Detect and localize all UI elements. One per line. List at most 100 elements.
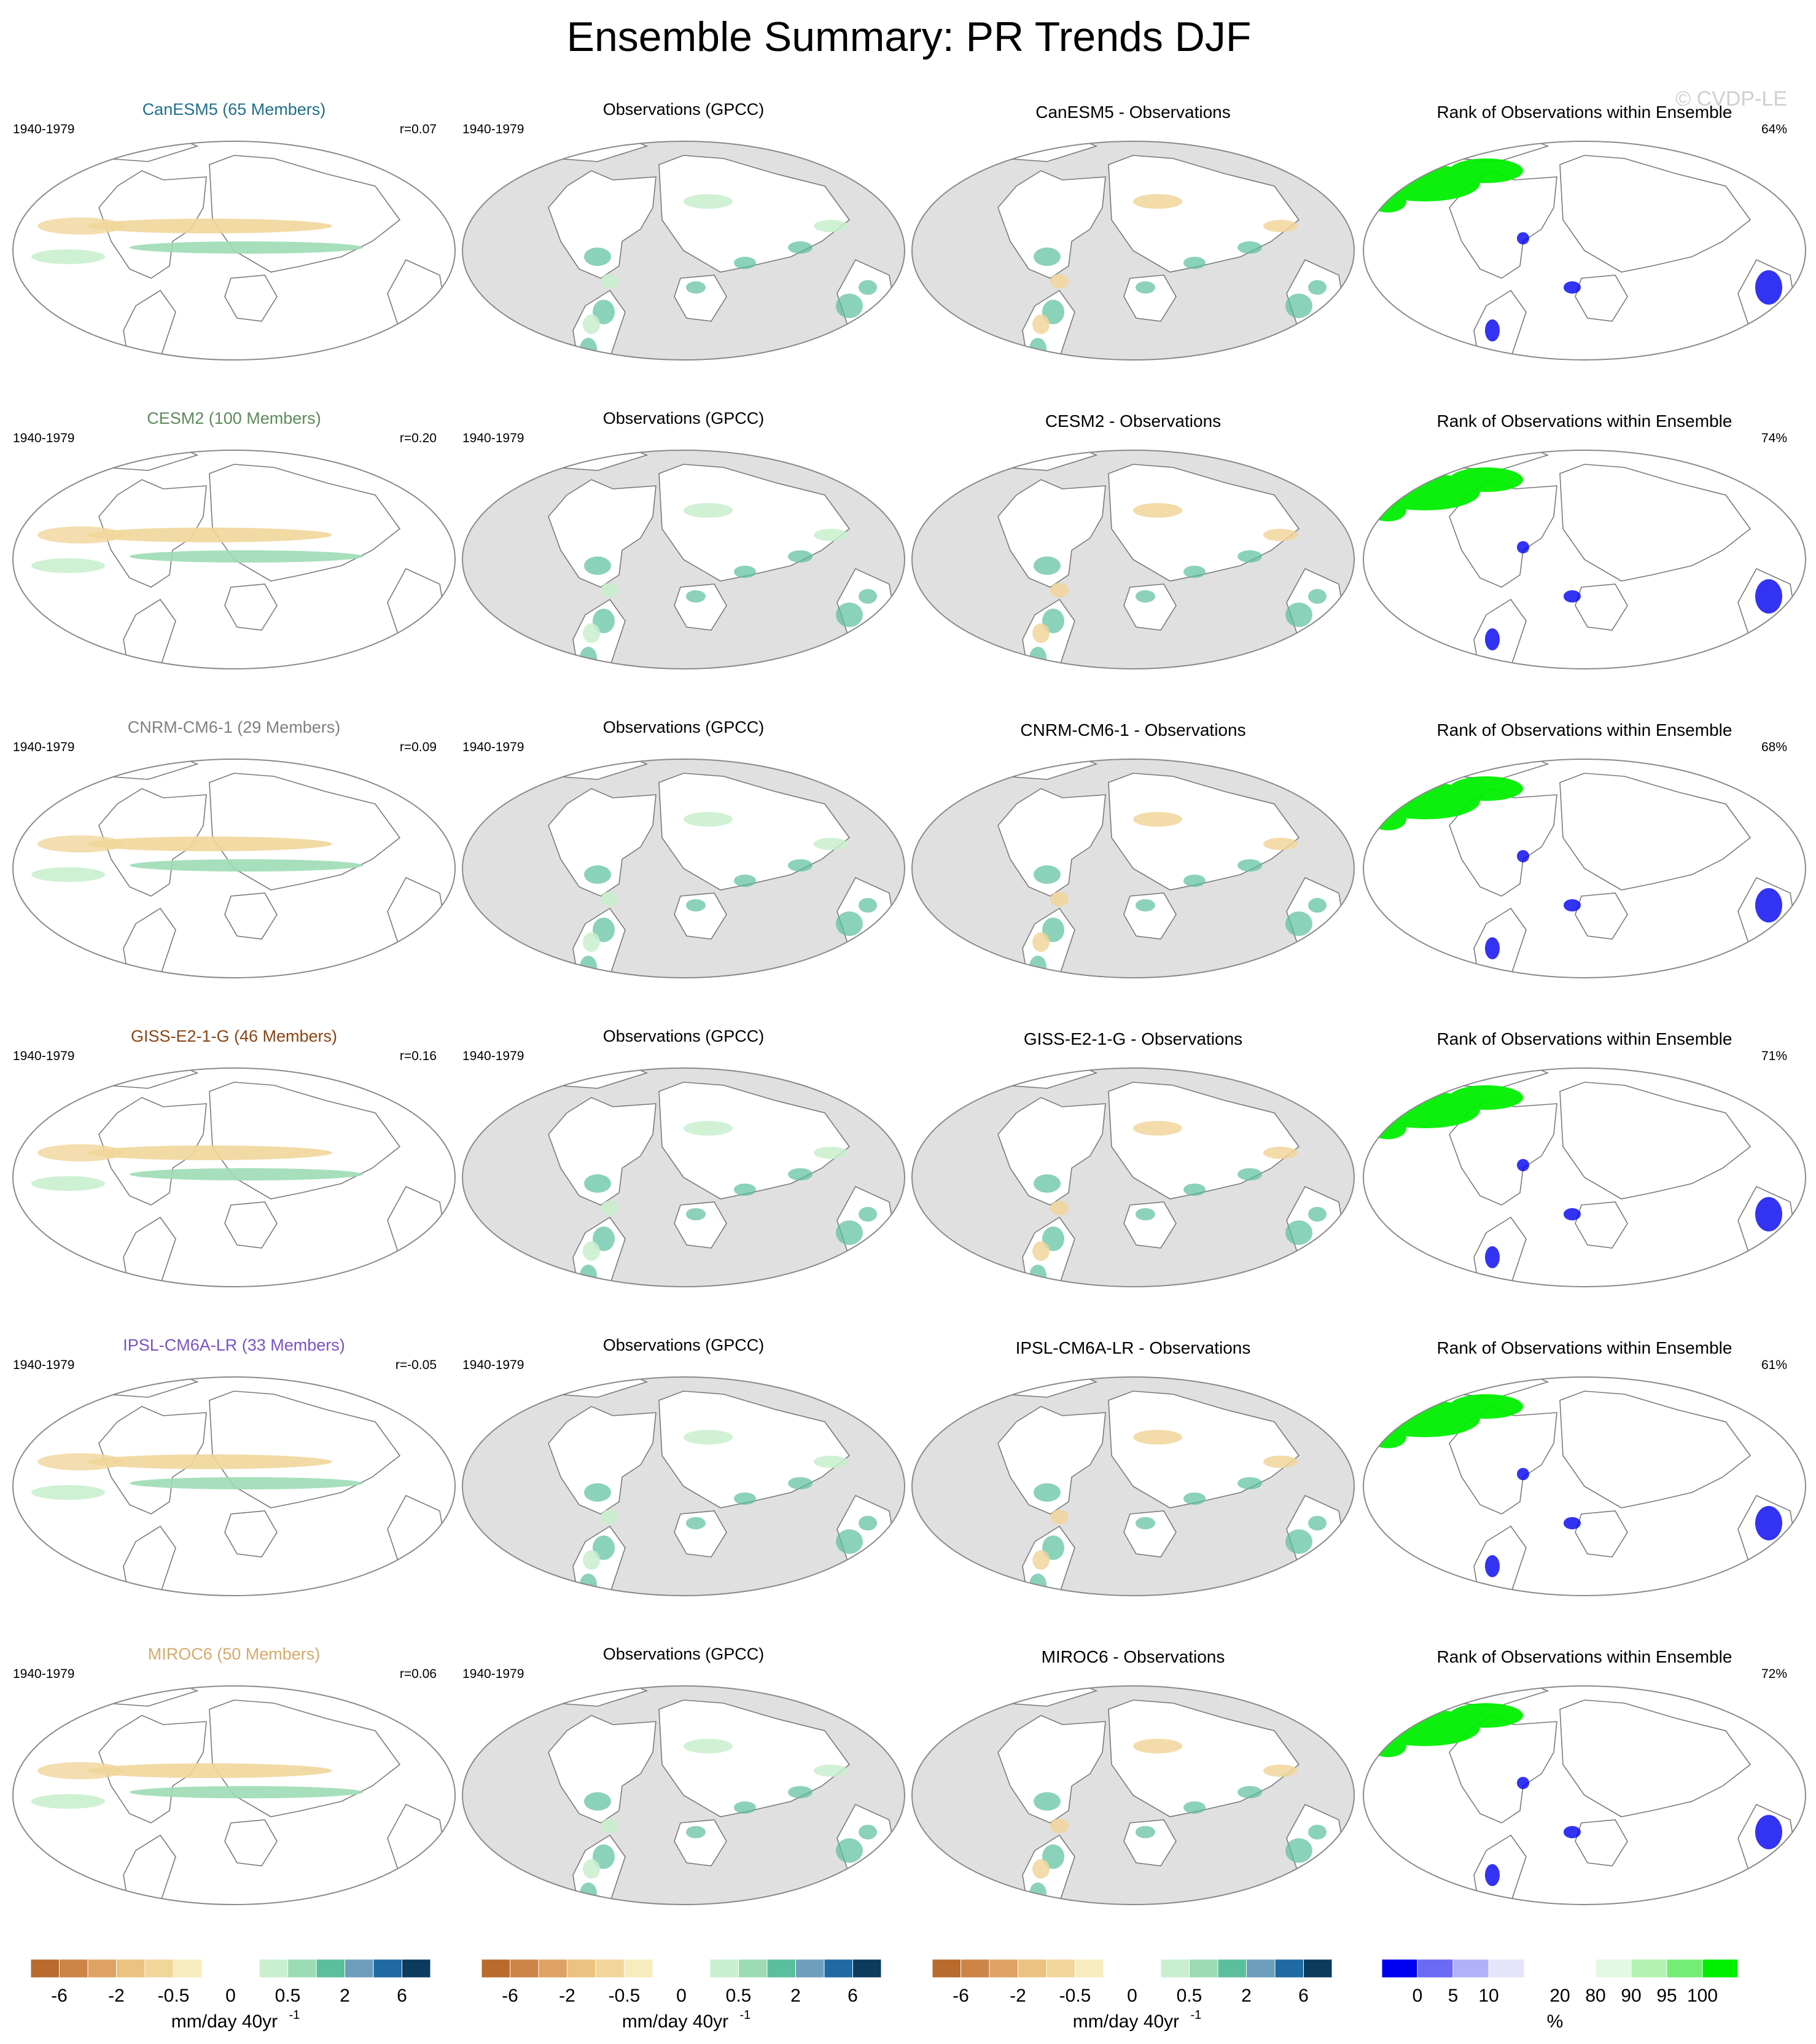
colorbar-bin	[287, 1959, 317, 1978]
trend-band	[130, 859, 363, 872]
trend-band	[87, 528, 332, 542]
map-border	[1363, 1376, 1806, 1596]
colorbar-trend-3: -6 -2 -0.5 0 0.5 2 6 mm/day 40yr -1	[932, 1959, 1333, 2032]
map-panel-r4-c1: GISS-E2-1-G (46 Members) 1940-1979 r=0.16	[12, 1027, 456, 1287]
model-title: GISS-E2-1-G (46 Members)	[131, 1027, 337, 1045]
trend-band	[31, 558, 105, 573]
map-border	[911, 759, 1355, 978]
diff-title: GISS-E2-1-G - Observations	[1024, 1029, 1242, 1048]
colorbar-tick-label: 0.5	[726, 1986, 752, 2006]
colorbar-tick-label: 0	[676, 1986, 687, 2006]
colorbar-bin	[201, 1959, 231, 1978]
map-border	[12, 759, 456, 978]
colorbar-tick-label: 100	[1687, 1986, 1718, 2006]
colorbar-tick-label: 2	[1241, 1986, 1252, 2006]
map-panel-r1-c3: CanESM5 - Observations	[911, 103, 1355, 361]
colorbar-tick-label: 80	[1585, 1986, 1605, 2006]
colorbar-units-exponent: -1	[289, 2008, 300, 2022]
map-border	[911, 1067, 1355, 1287]
rank-percent: 61%	[1761, 1358, 1787, 1372]
trend-band	[37, 1453, 123, 1470]
map-border	[462, 1685, 905, 1905]
colorbar-bin	[1595, 1959, 1632, 1978]
model-title: CanESM5 (65 Members)	[142, 100, 326, 119]
rank-percent: 71%	[1761, 1049, 1787, 1063]
colorbar-bin	[1381, 1959, 1418, 1978]
map-panel-r3-c3: CNRM-CM6-1 - Observations	[911, 720, 1355, 978]
rank-percent: 68%	[1761, 740, 1787, 754]
colorbar-bin	[795, 1959, 825, 1978]
colorbar-bin	[1018, 1959, 1047, 1978]
trend-band	[31, 867, 105, 882]
colorbar-bin	[1702, 1959, 1739, 1978]
map-border	[462, 759, 905, 978]
diff-title: CNRM-CM6-1 - Observations	[1020, 720, 1245, 739]
colorbar-bin	[1488, 1959, 1525, 1978]
trend-band	[130, 241, 363, 254]
map-panel-r2-c3: CESM2 - Observations	[911, 412, 1355, 669]
rank-percent: 64%	[1761, 122, 1787, 136]
colorbar-bin	[481, 1959, 510, 1978]
colorbar-units: mm/day 40yr	[1073, 2011, 1179, 2032]
diff-title: MIROC6 - Observations	[1042, 1647, 1225, 1666]
period-label: 1940-1979	[13, 1667, 74, 1681]
map-panel-r1-c1: CanESM5 (65 Members) 1940-1979 r=0.07	[12, 100, 456, 361]
obs-title: Observations (GPCC)	[603, 1027, 765, 1045]
colorbar-tick-label: 0	[225, 1986, 236, 2006]
colorbar-bin	[852, 1959, 882, 1978]
correlation-label: r=0.09	[400, 740, 437, 754]
period-label: 1940-1979	[13, 1049, 74, 1063]
map-panel-r3-c1: CNRM-CM6-1 (29 Members) 1940-1979 r=0.09	[12, 718, 456, 978]
colorbar-tick-label: 10	[1478, 1986, 1498, 2006]
colorbar-bin	[1559, 1959, 1596, 1978]
map-panel-r4-c4: Rank of Observations within Ensemble 71%	[1363, 1029, 1806, 1287]
trend-band	[130, 1477, 363, 1489]
map-border	[1363, 1067, 1806, 1287]
colorbar-bin	[652, 1959, 682, 1978]
trend-band	[87, 837, 332, 851]
colorbar-bin	[144, 1959, 174, 1978]
period-label: 1940-1979	[13, 1358, 74, 1372]
trend-band	[31, 1176, 105, 1191]
trend-band	[130, 550, 363, 563]
correlation-label: r=-0.05	[396, 1358, 437, 1372]
map-border	[462, 450, 905, 669]
colorbar-tick-label: 6	[1298, 1986, 1309, 2006]
colorbar-bin	[1417, 1959, 1454, 1978]
colorbar-bin	[510, 1959, 539, 1978]
trend-band	[87, 1454, 332, 1469]
colorbar-tick-label: -0.5	[609, 1986, 641, 2006]
map-panel-r5-c4: Rank of Observations within Ensemble 61%	[1363, 1338, 1806, 1596]
trend-band	[87, 1763, 332, 1778]
colorbar-tick-label: 90	[1621, 1986, 1641, 2006]
period-label: 1940-1979	[462, 1358, 524, 1372]
colorbar-bin	[1666, 1959, 1703, 1978]
map-border	[12, 1685, 456, 1905]
colorbar-tick-label: 6	[848, 1986, 858, 2006]
colorbar-tick-label: -2	[108, 1986, 125, 2006]
colorbar-tick-label: 0	[1127, 1986, 1137, 2006]
colorbar-bin	[30, 1959, 60, 1978]
colorbar-bin	[538, 1959, 567, 1978]
map-border	[911, 141, 1355, 361]
colorbar-tick-label: 5	[1448, 1986, 1459, 2006]
diff-title: CanESM5 - Observations	[1035, 103, 1230, 122]
map-border	[462, 1067, 905, 1287]
period-label: 1940-1979	[462, 740, 524, 754]
map-border	[1363, 759, 1806, 978]
map-border	[12, 1376, 456, 1596]
colorbar-bin	[1189, 1959, 1218, 1978]
colorbar-bin	[932, 1959, 961, 1978]
colorbar-units-exponent: -1	[740, 2008, 751, 2022]
trend-band	[37, 1144, 123, 1161]
colorbar-bin	[87, 1959, 117, 1978]
period-label: 1940-1979	[13, 431, 74, 445]
watermark: © CVDP-LE	[1675, 87, 1787, 111]
colorbar-bin	[824, 1959, 853, 1978]
trend-band	[130, 1168, 363, 1180]
model-title: CESM2 (100 Members)	[147, 409, 321, 427]
colorbar-tick-label: -2	[1010, 1986, 1026, 2006]
colorbar-tick-label: 0.5	[275, 1986, 301, 2006]
colorbar-bin	[989, 1959, 1018, 1978]
colorbar-bin	[116, 1959, 146, 1978]
